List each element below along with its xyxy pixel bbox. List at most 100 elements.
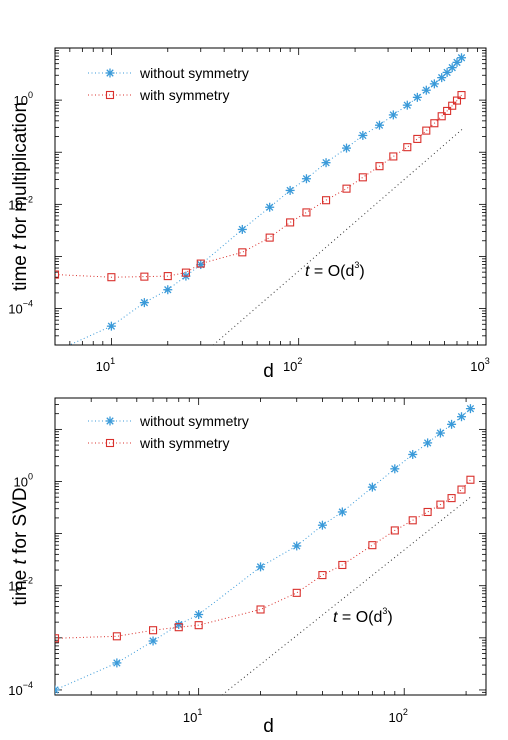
data-point [374,120,384,130]
data-point [423,438,433,448]
data-point [148,636,158,646]
data-point [265,233,274,242]
data-point [423,507,432,517]
data-point [448,101,457,110]
data-point [388,110,398,120]
data-point [256,605,265,614]
data-point [337,507,347,517]
data-point [256,562,266,572]
data-point [55,270,60,279]
data-point [149,626,158,635]
legend-label: with symmetry [139,435,229,451]
x-tick-label: 101 [183,707,202,725]
data-point [466,475,475,484]
data-point [457,412,467,422]
data-point [318,571,327,580]
data-point [412,92,422,102]
data-point [457,485,466,494]
x-axis-label: d [263,716,274,737]
complexity-annotation: t = O(d3) [305,260,365,280]
y-tick-label: 10−2 [8,576,33,594]
x-tick-label: 103 [470,356,489,374]
y-tick-label: 10−4 [8,299,33,317]
y-tick-label: 100 [14,471,33,489]
data-point [106,321,116,331]
data-point [139,298,149,308]
data-point [292,588,301,597]
data-point [447,494,456,503]
x-tick-label: 101 [96,356,115,374]
data-point [368,541,377,550]
data-point [457,91,466,100]
complexity-annotation: t = O(d3) [333,606,393,626]
data-point [112,658,122,668]
data-point [430,119,439,128]
legend: without symmetry with symmetry [88,65,249,103]
data-point [358,173,367,182]
data-point [452,96,462,105]
data-point [437,112,446,121]
data-point [238,248,247,257]
x-axis-label: d [263,361,274,382]
reference-line [212,128,463,345]
data-point [285,185,295,195]
data-point [402,100,412,110]
data-point [342,143,352,153]
data-point [163,272,172,281]
data-point [342,184,351,193]
axis-ticks [54,397,486,696]
data-point [403,143,412,152]
data-point [457,53,467,63]
legend-marker [105,438,115,448]
legend-label: with symmetry [139,87,229,103]
data-point [421,85,431,95]
series-line [55,408,471,691]
data-point [55,634,60,643]
data-point [436,500,445,509]
data-point [194,610,204,620]
legend: without symmetry with symmetry [88,413,249,451]
data-point [375,162,384,171]
data-point [265,202,275,212]
data-point [465,404,475,414]
data-point [408,516,417,525]
y-tick-label: 10−2 [8,194,33,212]
x-tick-label: 102 [283,356,302,374]
data-point [367,482,377,492]
chart-svd: 101 102 10−4 10−2 100 d time t for SVD without … [8,397,487,737]
data-point [429,79,439,89]
data-point [390,464,400,474]
legend-marker [105,416,115,426]
data-point [447,419,457,429]
data-point [55,685,60,695]
data-point [286,218,295,227]
data-point [163,285,173,295]
data-point [292,541,302,551]
data-point [302,208,311,217]
series-square [55,91,466,282]
data-point [413,134,422,143]
data-point [140,272,149,281]
data-point [408,449,418,459]
data-point [321,158,331,168]
data-point [301,174,311,184]
data-point [194,621,203,630]
series-line [55,479,471,639]
data-point [317,520,327,530]
y-tick-label: 10−4 [8,680,33,698]
data-point [443,106,452,115]
data-point [322,196,331,205]
plot-frame [54,397,487,696]
data-point [51,347,60,356]
data-point [422,126,431,135]
y-axis-label: time t for multiplication [10,102,31,291]
data-point [174,623,183,632]
data-point [358,130,368,140]
data-point [181,268,190,277]
legend-marker [105,68,115,78]
plot-frame [54,47,487,346]
axis-ticks [54,47,487,346]
legend-marker [105,90,115,100]
data-point [112,632,121,641]
